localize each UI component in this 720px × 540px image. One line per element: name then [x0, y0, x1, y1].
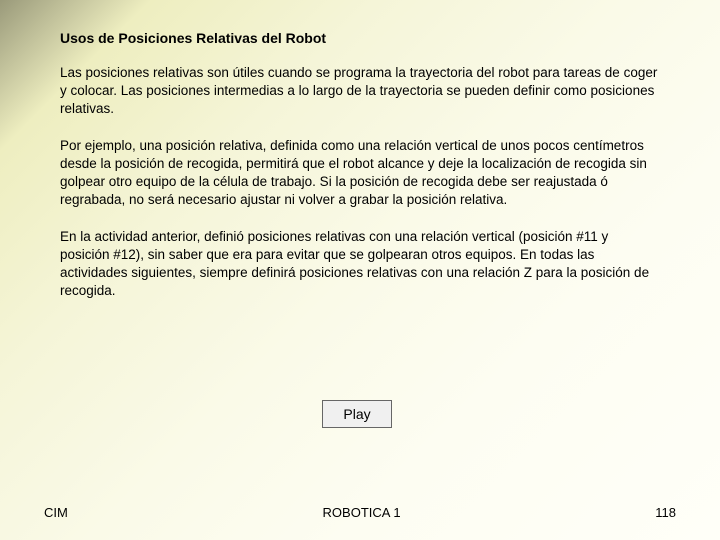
- play-button[interactable]: Play: [322, 400, 392, 428]
- footer: CIM ROBOTICA 1 118: [0, 505, 720, 520]
- footer-center: ROBOTICA 1: [323, 505, 401, 520]
- paragraph: Las posiciones relativas son útiles cuan…: [60, 64, 660, 119]
- play-button-label: Play: [343, 406, 370, 422]
- paragraph: En la actividad anterior, definió posici…: [60, 228, 660, 301]
- paragraph: Por ejemplo, una posición relativa, defi…: [60, 137, 660, 210]
- footer-right: 118: [655, 505, 676, 520]
- slide-title: Usos de Posiciones Relativas del Robot: [60, 30, 660, 46]
- footer-left: CIM: [44, 505, 68, 520]
- slide: Usos de Posiciones Relativas del Robot L…: [0, 0, 720, 540]
